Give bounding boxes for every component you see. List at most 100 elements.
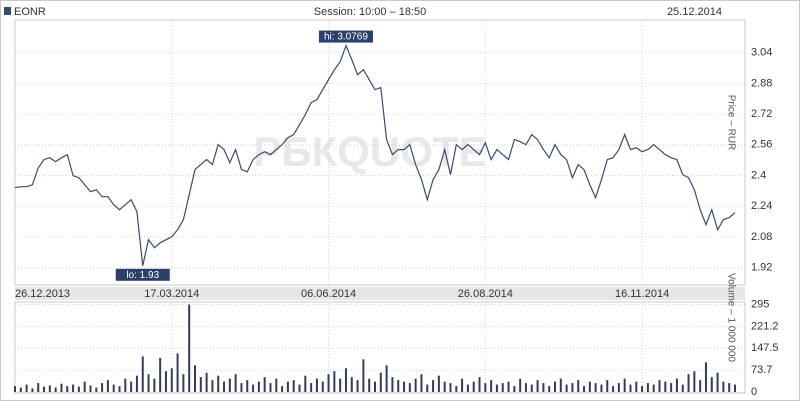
volume-bar [327, 374, 330, 392]
y-tick-label: 147.5 [751, 342, 779, 354]
date-strip [15, 287, 745, 300]
volume-bar [124, 378, 127, 392]
volume-bar [153, 378, 156, 392]
volume-bar [89, 385, 92, 392]
volume-bar [716, 372, 719, 392]
volume-bar [130, 381, 133, 392]
volume-bar [397, 380, 400, 392]
volume-bar [612, 386, 615, 392]
volume-bar [304, 375, 307, 392]
volume-bar [565, 384, 568, 392]
volume-bar [490, 380, 493, 392]
volume-bar [699, 380, 702, 392]
y-tick-label: 3.04 [751, 47, 772, 59]
volume-bar [461, 378, 464, 392]
volume-bar [554, 381, 556, 392]
volume-bar [298, 384, 301, 392]
volume-panel [14, 301, 746, 394]
volume-bar [629, 384, 632, 392]
y-tick-label: 1.92 [751, 262, 772, 274]
volume-bar [710, 377, 713, 392]
volume-bar [687, 374, 690, 392]
volume-bar [188, 304, 191, 392]
volume-bar [275, 378, 278, 392]
volume-bar [269, 383, 272, 392]
volume-bar [66, 386, 69, 392]
y-tick-label: 2.72 [751, 108, 772, 120]
volume-bar [385, 365, 388, 392]
annotation: lo: 1.93 [126, 270, 159, 281]
volume-bar [652, 384, 655, 392]
volume-bar [240, 383, 243, 392]
volume-bar [472, 381, 475, 392]
annotation-box [115, 268, 170, 281]
volume-bar [286, 381, 289, 392]
volume-bar [675, 378, 678, 392]
volume-bar [426, 384, 429, 392]
volume-bar [542, 383, 545, 392]
volume-bar [281, 386, 284, 392]
x-tick-label: 06.06.2014 [301, 288, 356, 300]
volume-bar [48, 385, 51, 392]
volume-bar [623, 378, 626, 392]
volume-bar [432, 380, 435, 392]
volume-bar [681, 384, 684, 392]
volume-bar [693, 371, 696, 392]
y-axis-label: Volume – 1 000 000 [725, 273, 736, 362]
symbol: EONR [14, 6, 46, 18]
volume-bar [536, 380, 539, 392]
volume-bar [594, 383, 597, 392]
volume-bar [344, 368, 347, 392]
volume-bar [658, 380, 661, 392]
volume-bar [484, 383, 487, 392]
volume-bar [211, 380, 214, 392]
volume-bar [664, 381, 667, 392]
volume-bar [292, 380, 295, 392]
volume-bar [391, 377, 394, 392]
volume-bar [315, 378, 318, 392]
volume-bar [443, 381, 446, 392]
volume-bar [182, 374, 185, 392]
x-tick-label: 17.03.2014 [144, 288, 199, 300]
y-tick-label: 295 [751, 298, 769, 310]
volume-bar [641, 386, 644, 392]
volume-bar [223, 381, 226, 392]
volume-bar [252, 384, 255, 392]
volume-bar [414, 378, 417, 392]
x-tick-label: 16.11.2014 [615, 288, 669, 300]
volume-bar [72, 384, 75, 392]
volume-bar [356, 380, 359, 392]
volume-bar [257, 381, 260, 392]
volume-bar [617, 383, 620, 392]
volume-bar [135, 375, 138, 392]
volume-bar [170, 368, 173, 392]
volume-bar [403, 381, 406, 392]
y-tick-label: 221.2 [751, 320, 779, 332]
volume-bar [501, 383, 504, 392]
volume-bar [420, 374, 423, 392]
volume-bar [530, 384, 533, 392]
volume-bar [559, 378, 562, 392]
y-tick-label: 2.56 [751, 139, 772, 151]
volume-bar [350, 377, 353, 392]
volume-bar [83, 381, 86, 392]
y-tick-label: 2.4 [751, 169, 766, 181]
volume-bar [339, 378, 342, 392]
volume-bar [321, 381, 324, 392]
volume-bar [734, 384, 736, 392]
volume-bar [333, 371, 336, 392]
volume-bar [437, 375, 440, 392]
volume-bar [118, 386, 121, 392]
y-tick-label: 2.24 [751, 200, 772, 212]
x-tick-label: 26.12.2013 [15, 288, 70, 300]
symbol-icon [4, 7, 11, 15]
date: 25.12.2014 [667, 6, 722, 18]
volume-bar [455, 386, 458, 392]
volume-bar [205, 372, 208, 392]
volume-bar [368, 378, 371, 392]
volume-bar [722, 381, 725, 392]
volume-bar [101, 383, 104, 392]
volume-bar [112, 384, 115, 392]
volume-bar [571, 383, 574, 392]
